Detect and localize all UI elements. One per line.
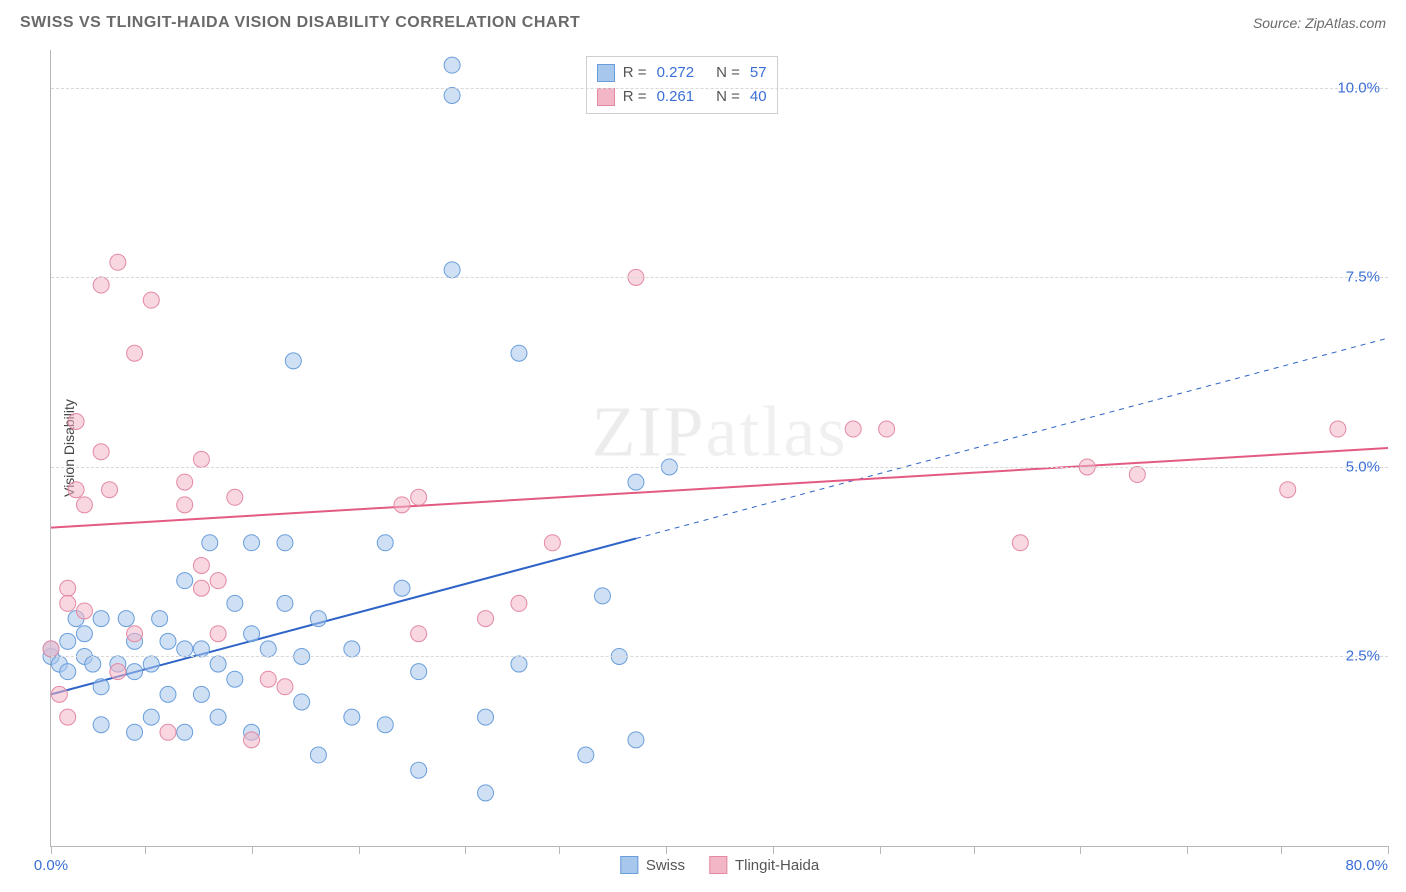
legend-item: Tlingit-Haida xyxy=(709,856,819,874)
x-tick xyxy=(145,846,146,854)
x-tick xyxy=(974,846,975,854)
legend-swatch xyxy=(597,64,615,82)
legend-swatch xyxy=(597,88,615,106)
legend-label: Tlingit-Haida xyxy=(735,857,819,874)
legend-n-label: N = xyxy=(716,61,740,85)
plot-svg xyxy=(51,50,1388,846)
y-tick-label: 5.0% xyxy=(1346,458,1380,475)
x-axis-origin-label: 0.0% xyxy=(34,857,68,874)
series-legend: Swiss Tlingit-Haida xyxy=(620,856,819,874)
x-axis-end-label: 80.0% xyxy=(1345,857,1388,874)
legend-item: Swiss xyxy=(620,856,685,874)
gridline xyxy=(51,277,1388,278)
gridline xyxy=(51,467,1388,468)
x-tick xyxy=(666,846,667,854)
legend-label: Swiss xyxy=(646,857,685,874)
y-tick-label: 2.5% xyxy=(1346,648,1380,665)
chart-title: SWISS VS TLINGIT-HAIDA VISION DISABILITY… xyxy=(20,14,580,32)
x-tick xyxy=(465,846,466,854)
x-tick xyxy=(51,846,52,854)
legend-n-value: 57 xyxy=(750,61,767,85)
x-tick xyxy=(1281,846,1282,854)
source-attribution: Source: ZipAtlas.com xyxy=(1253,15,1386,31)
x-tick xyxy=(1187,846,1188,854)
correlation-legend: R =0.272N =57R =0.261N =40 xyxy=(586,56,778,114)
chart-plot-area: Vision Disability ZIPatlas R =0.272N =57… xyxy=(50,50,1388,847)
legend-swatch xyxy=(620,856,638,874)
x-tick xyxy=(880,846,881,854)
legend-row: R = 0.272 N = 57 xyxy=(597,61,767,85)
x-tick xyxy=(1080,846,1081,854)
y-tick-label: 7.5% xyxy=(1346,269,1380,286)
x-tick xyxy=(559,846,560,854)
legend-swatch xyxy=(709,856,727,874)
x-tick xyxy=(1388,846,1389,854)
gridline xyxy=(51,656,1388,657)
x-tick xyxy=(359,846,360,854)
gridline xyxy=(51,88,1388,89)
x-tick xyxy=(773,846,774,854)
y-tick-label: 10.0% xyxy=(1337,79,1380,96)
legend-r-label: R = xyxy=(623,61,647,85)
x-tick xyxy=(252,846,253,854)
legend-r-value: 0.272 xyxy=(657,61,695,85)
